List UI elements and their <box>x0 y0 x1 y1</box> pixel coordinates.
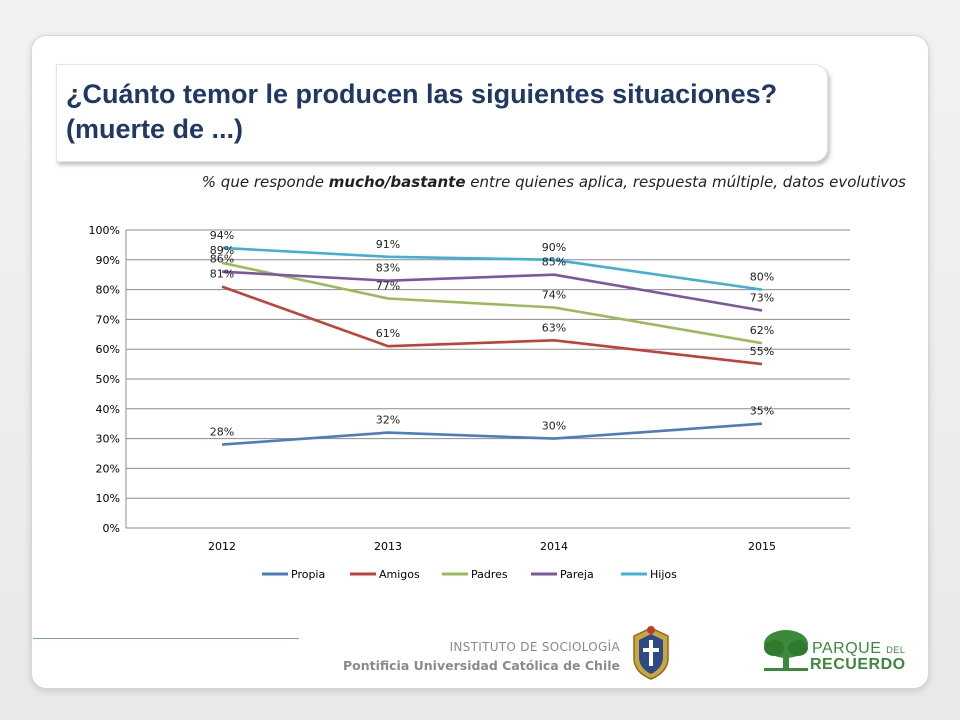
series-line-propia <box>221 422 763 446</box>
x-tick-label: 2015 <box>748 540 776 553</box>
y-tick-label: 30% <box>96 433 120 446</box>
y-tick-label: 10% <box>96 492 120 505</box>
series-line-amigos <box>221 285 763 366</box>
institute-name: INSTITUTO DE SOCIOLOGÍA <box>449 640 620 654</box>
data-label-pareja: 86% <box>210 253 234 266</box>
data-label-padres: 62% <box>750 324 774 337</box>
data-label-propia: 35% <box>750 405 774 418</box>
data-label-pareja: 85% <box>542 256 566 269</box>
data-label-hijos: 80% <box>750 271 774 284</box>
series-line-padres <box>221 261 763 345</box>
data-label-amigos: 61% <box>376 327 400 340</box>
logo-word-parque: PARQUE <box>812 640 882 657</box>
legend-label-pareja: Pareja <box>560 568 594 581</box>
data-label-hijos: 91% <box>376 238 400 251</box>
x-tick-label: 2012 <box>208 540 236 553</box>
title-box <box>56 64 828 162</box>
y-tick-label: 100% <box>89 224 120 237</box>
series-line-pareja <box>221 270 763 312</box>
y-tick-label: 0% <box>103 522 120 535</box>
data-label-pareja: 83% <box>376 262 400 275</box>
legend-label-propia: Propia <box>291 568 325 581</box>
university-name: Pontificia Universidad Católica de Chile <box>342 658 620 673</box>
y-tick-label: 60% <box>96 343 120 356</box>
legend-label-amigos: Amigos <box>379 568 420 581</box>
y-tick-label: 40% <box>96 403 120 416</box>
legend-label-padres: Padres <box>471 568 508 581</box>
data-label-propia: 30% <box>542 420 566 433</box>
data-label-padres: 77% <box>376 280 400 293</box>
data-label-padres: 74% <box>542 288 566 301</box>
subtitle-post: entre quienes aplica, respuesta múltiple… <box>465 173 906 191</box>
subtitle-pre: % que responde <box>201 173 329 191</box>
data-label-propia: 32% <box>376 414 400 427</box>
data-label-hijos: 94% <box>210 229 234 242</box>
slide-title: ¿Cuánto temor le producen las siguientes… <box>66 79 778 144</box>
logo-text-parque: PARQUE DEL <box>812 640 905 658</box>
subtitle-bold: mucho/bastante <box>328 173 466 191</box>
data-label-pareja: 73% <box>750 291 774 304</box>
data-label-hijos: 90% <box>542 241 566 254</box>
logo-word-del: DEL <box>886 645 906 655</box>
logo-text-recuerdo: RECUERDO <box>810 656 906 673</box>
data-label-amigos: 81% <box>210 268 234 281</box>
y-tick-label: 70% <box>96 313 120 326</box>
series-line-hijos <box>221 246 763 291</box>
data-label-propia: 28% <box>210 426 234 439</box>
y-tick-label: 80% <box>96 284 120 297</box>
legend-label-hijos: Hijos <box>650 568 677 581</box>
parque-del-recuerdo-tree-icon <box>764 630 808 671</box>
slide-subtitle: % que responde mucho/bastante entre quie… <box>110 172 906 192</box>
data-label-amigos: 55% <box>750 345 774 358</box>
y-tick-label: 20% <box>96 462 120 475</box>
footer-divider <box>33 638 299 639</box>
x-tick-label: 2013 <box>374 540 402 553</box>
y-tick-label: 90% <box>96 254 120 267</box>
data-label-padres: 89% <box>210 244 234 257</box>
x-tick-label: 2014 <box>540 540 568 553</box>
university-seal-icon <box>633 626 669 680</box>
data-label-amigos: 63% <box>542 321 566 334</box>
y-tick-label: 50% <box>96 373 120 386</box>
